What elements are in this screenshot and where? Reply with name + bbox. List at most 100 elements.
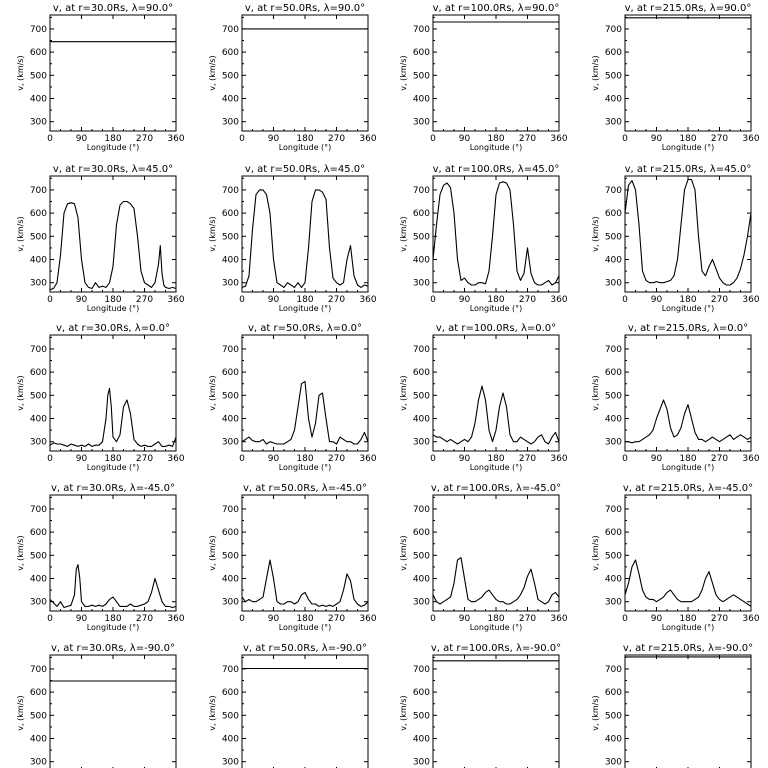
x-tick-label: 90: [268, 614, 280, 624]
x-axis-label: Longitude (°): [470, 623, 523, 632]
panel-title: v, at r=50.0Rs, λ=0.0°: [248, 323, 362, 334]
series-line: [624, 559, 752, 607]
plot-frame: [624, 14, 752, 132]
panel-6: v, at r=50.0Rs, λ=45.0° 0 90 180 270 360 300 40…: [208, 164, 377, 313]
y-tick-label: 700: [30, 665, 47, 675]
panel-title: v, at r=215.0Rs, λ=-90.0°: [623, 643, 753, 654]
x-tick-label: 270: [711, 614, 728, 624]
x-tick-label: 360: [167, 295, 184, 305]
x-tick-label: 270: [328, 454, 345, 464]
y-tick-label: 500: [30, 71, 47, 81]
panel-5: v, at r=30.0Rs, λ=45.0° 0 90 180 270 360 300 40…: [16, 164, 185, 313]
y-axis-label: v, (km/s): [399, 695, 408, 730]
x-tick-label: 90: [651, 454, 663, 464]
plot-frame: [49, 654, 177, 768]
x-tick-label: 270: [519, 295, 536, 305]
y-axis-label: v, (km/s): [16, 695, 25, 730]
y-tick-label: 700: [222, 186, 239, 196]
x-tick-label: 0: [622, 134, 628, 144]
y-tick-label: 500: [222, 711, 239, 721]
x-tick-label: 180: [487, 454, 504, 464]
panel-13: v, at r=30.0Rs, λ=-45.0° 0 90 180 270 360 300 4…: [16, 483, 185, 632]
y-tick-label: 300: [222, 598, 239, 608]
y-tick-label: 700: [605, 665, 622, 675]
x-tick-label: 180: [679, 134, 696, 144]
x-tick-label: 180: [487, 134, 504, 144]
y-tick-label: 500: [222, 551, 239, 561]
y-tick-label: 500: [413, 551, 430, 561]
x-axis-label: Longitude (°): [662, 304, 715, 313]
x-axis-label: Longitude (°): [279, 463, 332, 472]
panel-1: v, at r=30.0Rs, λ=90.0° 0 90 180 270 360 300 40…: [16, 3, 185, 152]
y-tick-label: 600: [222, 528, 239, 538]
y-tick-label: 400: [222, 256, 239, 266]
x-tick-label: 0: [47, 295, 53, 305]
y-tick-label: 500: [413, 232, 430, 242]
y-tick-label: 500: [30, 391, 47, 401]
x-tick-label: 0: [430, 134, 436, 144]
y-tick-label: 300: [30, 438, 47, 448]
x-axis-label: Longitude (°): [279, 623, 332, 632]
x-tick-label: 360: [359, 454, 376, 464]
y-tick-label: 700: [605, 505, 622, 515]
x-axis-label: Longitude (°): [87, 623, 140, 632]
x-tick-label: 270: [519, 134, 536, 144]
y-tick-label: 400: [605, 575, 622, 585]
panel-14: v, at r=50.0Rs, λ=-45.0° 0 90 180 270 360 300 4…: [208, 483, 377, 632]
panel-8: v, at r=215.0Rs, λ=45.0° 0 90 180 270 360 300 4…: [591, 164, 760, 313]
series-line: [625, 399, 752, 444]
y-tick-label: 700: [30, 345, 47, 355]
y-tick-label: 300: [222, 279, 239, 289]
x-tick-label: 360: [550, 614, 567, 624]
panel-20: v, at r=215.0Rs, λ=-90.0°090180270360300…: [591, 643, 753, 768]
y-tick-label: 400: [30, 415, 47, 425]
series-line: [432, 557, 560, 605]
x-axis-label: Longitude (°): [662, 623, 715, 632]
panel-15: v, at r=100.0Rs, λ=-45.0° 0 90 180 270 360 300…: [399, 483, 568, 632]
x-tick-label: 360: [742, 134, 759, 144]
y-tick-label: 400: [413, 575, 430, 585]
y-tick-label: 600: [222, 48, 239, 58]
x-tick-label: 90: [459, 134, 471, 144]
series-line: [624, 178, 752, 286]
x-tick-label: 270: [711, 454, 728, 464]
y-tick-label: 500: [605, 391, 622, 401]
panel-3: v, at r=100.0Rs, λ=90.0° 0 90 180 270 360 300 4…: [399, 3, 568, 152]
plot-frame: [432, 14, 560, 132]
x-tick-label: 270: [328, 295, 345, 305]
y-tick-label: 700: [413, 505, 430, 515]
y-tick-label: 400: [413, 256, 430, 266]
x-tick-label: 270: [136, 295, 153, 305]
y-tick-label: 500: [30, 232, 47, 242]
y-tick-label: 700: [413, 665, 430, 675]
x-tick-label: 180: [104, 454, 121, 464]
y-tick-label: 600: [605, 209, 622, 219]
x-tick-label: 180: [104, 295, 121, 305]
panel-title: v, at r=215.0Rs, λ=45.0°: [625, 164, 752, 175]
y-tick-label: 300: [605, 598, 622, 608]
x-tick-label: 180: [296, 295, 313, 305]
y-tick-label: 600: [413, 368, 430, 378]
y-axis-label: v, (km/s): [16, 535, 25, 570]
x-tick-label: 0: [239, 295, 245, 305]
x-tick-label: 90: [76, 295, 88, 305]
y-tick-label: 600: [605, 688, 622, 698]
x-tick-label: 270: [711, 295, 728, 305]
y-tick-label: 600: [30, 368, 47, 378]
plot-frame: [241, 654, 369, 768]
plot-frame: [432, 334, 560, 452]
x-tick-label: 90: [651, 614, 663, 624]
panel-12: v, at r=215.0Rs, λ=0.0° 0 90 180 270 360 300 40…: [591, 323, 760, 472]
plot-frame: [624, 334, 752, 452]
y-tick-label: 300: [605, 758, 622, 768]
x-tick-label: 90: [651, 295, 663, 305]
y-axis-label: v, (km/s): [208, 55, 217, 90]
y-tick-label: 500: [605, 232, 622, 242]
x-axis-label: Longitude (°): [470, 304, 523, 313]
x-tick-label: 180: [104, 614, 121, 624]
y-tick-label: 400: [413, 735, 430, 745]
y-tick-label: 500: [605, 711, 622, 721]
y-axis-label: v, (km/s): [208, 375, 217, 410]
y-tick-label: 300: [413, 279, 430, 289]
y-tick-label: 700: [413, 186, 430, 196]
